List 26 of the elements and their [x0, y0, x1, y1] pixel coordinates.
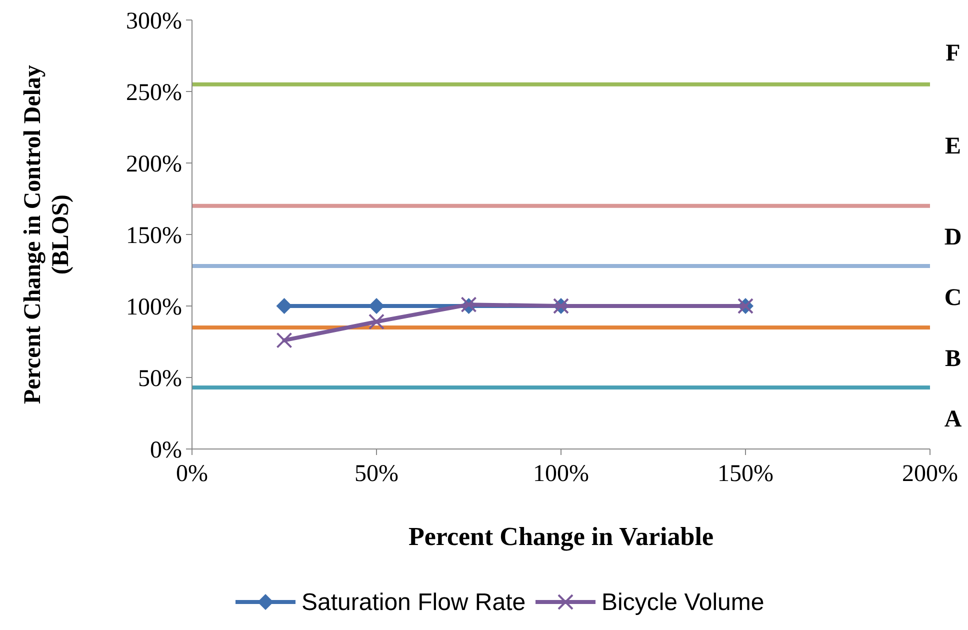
y-tick-label: 250% — [126, 80, 182, 106]
text: E — [944, 134, 962, 160]
y-axis-title: Percent Change in Control Delay (BLOS) — [20, 64, 74, 404]
text: C — [944, 285, 962, 312]
text: A — [944, 406, 962, 433]
y-tick-label: 200% — [126, 151, 182, 178]
y-tick-label: 300% — [126, 8, 182, 34]
x-axis-title: Percent Change in Variable — [408, 522, 714, 551]
legend-label: Saturation Flow Rate — [302, 589, 526, 616]
legend-label: Bicycle Volume — [602, 589, 764, 616]
x-tick-label: 150% — [718, 461, 774, 487]
point — [276, 298, 292, 314]
x-tick-label: 0% — [176, 461, 208, 487]
y-tick-label: 0% — [150, 437, 182, 464]
point — [368, 314, 384, 330]
y-tick-label: 150% — [126, 222, 182, 249]
x-tick-label: 50% — [354, 461, 398, 487]
y-tick-label: 100% — [126, 294, 182, 320]
x-tick-label: 200% — [902, 461, 958, 487]
text: D — [944, 224, 962, 250]
y-tick-label: 50% — [138, 366, 182, 392]
point — [276, 332, 292, 348]
point — [368, 298, 384, 314]
x-tick-label: 100% — [533, 461, 589, 487]
text: F — [946, 40, 960, 67]
text: B — [944, 346, 962, 372]
